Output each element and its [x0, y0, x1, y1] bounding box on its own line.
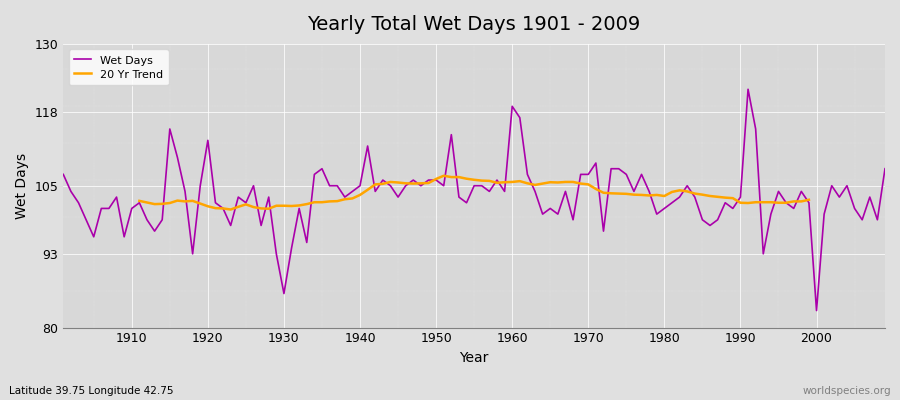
- Wet Days: [742, 87, 753, 92]
- 20 Yr Trend: [134, 198, 145, 203]
- Wet Days: [332, 183, 343, 188]
- Wet Days: [507, 104, 517, 109]
- 20 Yr Trend: [400, 181, 411, 186]
- Line: Wet Days: Wet Days: [63, 89, 885, 310]
- Wet Days: [811, 308, 822, 313]
- 20 Yr Trend: [804, 197, 814, 202]
- Title: Yearly Total Wet Days 1901 - 2009: Yearly Total Wet Days 1901 - 2009: [308, 15, 641, 34]
- X-axis label: Year: Year: [460, 351, 489, 365]
- Legend: Wet Days, 20 Yr Trend: Wet Days, 20 Yr Trend: [68, 50, 168, 86]
- Wet Days: [286, 246, 297, 250]
- 20 Yr Trend: [742, 201, 753, 206]
- 20 Yr Trend: [438, 173, 449, 178]
- Wet Days: [119, 234, 130, 239]
- Y-axis label: Wet Days: Wet Days: [15, 153, 29, 219]
- 20 Yr Trend: [218, 206, 229, 211]
- Text: Latitude 39.75 Longitude 42.75: Latitude 39.75 Longitude 42.75: [9, 386, 174, 396]
- Wet Days: [500, 189, 510, 194]
- 20 Yr Trend: [202, 204, 213, 209]
- Wet Days: [598, 229, 609, 234]
- Text: worldspecies.org: worldspecies.org: [803, 386, 891, 396]
- Wet Days: [879, 166, 890, 171]
- 20 Yr Trend: [225, 207, 236, 212]
- Line: 20 Yr Trend: 20 Yr Trend: [140, 176, 809, 210]
- 20 Yr Trend: [278, 203, 289, 208]
- Wet Days: [58, 172, 68, 177]
- 20 Yr Trend: [491, 180, 502, 185]
